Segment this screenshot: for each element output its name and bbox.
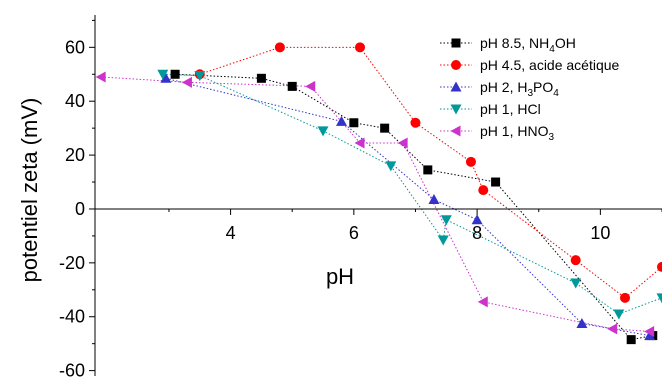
data-point bbox=[274, 42, 285, 53]
data-point bbox=[397, 137, 408, 149]
legend: pH 8.5, NH4OH pH 4.5, acide acétique pH 2,… bbox=[440, 35, 620, 143]
y-axis-title: potentiel zeta (mV) bbox=[17, 98, 42, 283]
legend-label: pH 4.5, acide acétique bbox=[480, 57, 620, 73]
data-point bbox=[160, 72, 172, 83]
series-markers bbox=[95, 42, 662, 345]
data-point bbox=[570, 255, 581, 266]
data-point bbox=[465, 156, 476, 167]
data-point bbox=[317, 126, 329, 137]
legend-label: pH 1, HNO3 bbox=[480, 123, 554, 143]
data-point bbox=[423, 165, 433, 175]
data-point bbox=[355, 42, 366, 53]
axes: -60 -40 -20 0 20 40 60 4 6 8 10 bbox=[59, 15, 662, 379]
data-point bbox=[349, 118, 359, 128]
x-tick-label: 10 bbox=[590, 223, 610, 243]
data-point bbox=[385, 161, 397, 172]
data-point bbox=[287, 81, 297, 91]
data-point bbox=[478, 185, 489, 196]
data-point bbox=[644, 330, 656, 341]
x-tick-label: 4 bbox=[226, 223, 236, 243]
legend-label: pH 8.5, NH4OH bbox=[480, 35, 576, 55]
legend-marker bbox=[451, 60, 461, 70]
legend-marker bbox=[450, 104, 462, 115]
plot-area bbox=[95, 42, 662, 345]
y-tick-label: 20 bbox=[65, 145, 85, 165]
legend-marker bbox=[450, 81, 462, 92]
series-line bbox=[101, 76, 650, 333]
y-tick-label: -60 bbox=[59, 361, 85, 379]
data-point bbox=[656, 293, 662, 304]
data-point bbox=[607, 323, 618, 335]
data-point bbox=[157, 69, 169, 80]
data-point bbox=[410, 117, 421, 128]
series-line bbox=[165, 77, 650, 337]
legend-marker bbox=[450, 125, 461, 137]
x-axis-ticks: 4 6 8 10 bbox=[168, 208, 662, 243]
data-point bbox=[437, 235, 449, 246]
data-point bbox=[471, 214, 483, 225]
data-point bbox=[380, 123, 390, 133]
series-line bbox=[162, 73, 662, 315]
data-point bbox=[570, 278, 582, 289]
data-point bbox=[613, 309, 625, 320]
y-tick-label: 60 bbox=[65, 37, 85, 57]
x-tick-label: 8 bbox=[472, 223, 482, 243]
y-tick-label: -20 bbox=[59, 253, 85, 273]
legend-marker bbox=[451, 38, 461, 48]
data-point bbox=[194, 71, 206, 82]
x-tick-label: 6 bbox=[349, 223, 359, 243]
data-point bbox=[491, 177, 501, 187]
legend-label: pH 2, H3PO4 bbox=[480, 79, 559, 99]
series-line bbox=[175, 73, 653, 341]
y-tick-label: 0 bbox=[75, 199, 85, 219]
data-point bbox=[644, 326, 655, 338]
data-point bbox=[181, 76, 192, 88]
data-point bbox=[440, 215, 452, 226]
data-point bbox=[428, 194, 440, 205]
data-point bbox=[305, 80, 316, 92]
data-point bbox=[95, 71, 106, 83]
data-point bbox=[626, 335, 636, 345]
data-point bbox=[336, 115, 348, 126]
data-point bbox=[657, 261, 662, 272]
data-point bbox=[170, 69, 180, 79]
y-tick-label: -40 bbox=[59, 307, 85, 327]
series-connectors bbox=[101, 46, 662, 341]
x-axis-title: pH bbox=[326, 264, 354, 289]
data-point bbox=[576, 317, 588, 328]
data-point bbox=[256, 73, 266, 83]
data-point bbox=[620, 292, 631, 303]
data-point bbox=[354, 137, 365, 149]
legend-label: pH 1, HCl bbox=[480, 101, 541, 117]
data-point bbox=[477, 296, 488, 308]
y-axis-ticks: -60 -40 -20 0 20 40 60 bbox=[59, 19, 95, 379]
y-tick-label: 40 bbox=[65, 91, 85, 111]
